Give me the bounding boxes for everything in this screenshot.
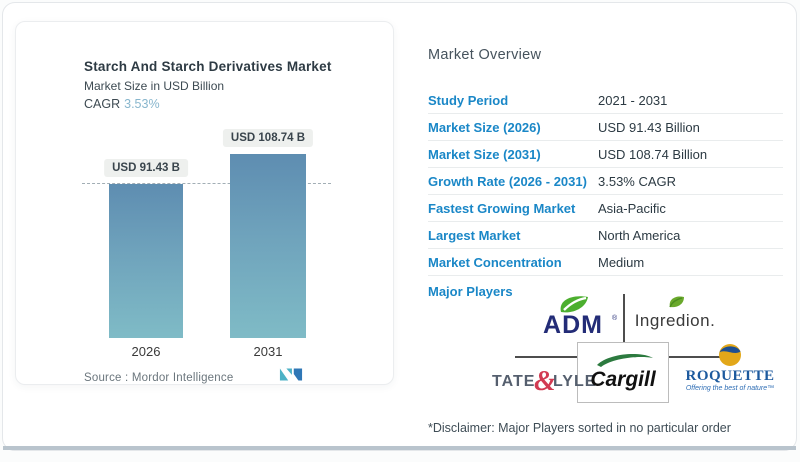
mordor-intelligence-logo-icon	[279, 368, 303, 381]
svg-text:Cargill: Cargill	[590, 368, 657, 391]
bar-chart-plot: USD 91.43 B USD 108.74 B	[16, 22, 393, 338]
table-row: Largest Market North America	[428, 222, 783, 249]
table-row: Market Size (2026) USD 91.43 Billion	[428, 114, 783, 141]
row-label: Market Size (2026)	[428, 119, 541, 135]
svg-text:Ingredion.: Ingredion.	[635, 311, 716, 330]
svg-text:LYLE: LYLE	[553, 373, 596, 390]
overview-table: Study Period 2021 - 2031 Market Size (20…	[428, 87, 783, 276]
cagr-line: CAGR 3.53%	[84, 97, 160, 111]
row-label: Market Size (2031)	[428, 146, 541, 162]
row-label: Market Concentration	[428, 254, 562, 270]
major-players-label: Major Players	[428, 284, 513, 299]
players-vertical-divider	[623, 294, 625, 342]
table-row: Growth Rate (2026 - 2031) 3.53% CAGR	[428, 168, 783, 195]
row-label: Growth Rate (2026 - 2031)	[428, 173, 587, 189]
row-label: Study Period	[428, 92, 509, 108]
ingredion-logo-icon: Ingredion.	[635, 296, 716, 330]
market-size-chart-card: Starch And Starch Derivatives Market Mar…	[15, 21, 394, 385]
svg-text:ROQUETTE: ROQUETTE	[685, 368, 774, 384]
chart-bar	[230, 154, 306, 338]
row-value: USD 91.43 Billion	[598, 119, 700, 135]
table-row: Market Size (2031) USD 108.74 Billion	[428, 141, 783, 168]
row-value: Medium	[598, 254, 645, 270]
row-label: Fastest Growing Market	[428, 200, 576, 216]
bottom-accent-band	[3, 446, 796, 450]
bar-value-badge: USD 91.43 B	[104, 158, 188, 177]
cargill-logo-box	[577, 342, 669, 403]
cagr-value: 3.53%	[124, 97, 160, 111]
tate-lyle-logo-icon: TATE & LYLE	[492, 366, 596, 395]
overview-heading: Market Overview	[428, 47, 542, 63]
table-row: Market Concentration Medium	[428, 249, 783, 276]
table-row: Study Period 2021 - 2031	[428, 87, 783, 114]
roquette-logo-icon: ROQUETTE Offering the best of nature™	[685, 344, 774, 392]
svg-text:®: ®	[612, 314, 618, 322]
cagr-label: CAGR	[84, 97, 121, 111]
svg-text:&: &	[534, 366, 556, 395]
row-value: USD 108.74 Billion	[598, 146, 708, 162]
svg-text:TATE: TATE	[492, 373, 535, 390]
cargill-logo-icon: Cargill	[590, 353, 657, 391]
row-label: Largest Market	[428, 227, 521, 243]
reference-dashed-line	[82, 182, 331, 184]
table-row: Fastest Growing Market Asia-Pacific	[428, 195, 783, 222]
chart-subtitle: Market Size in USD Billion	[84, 79, 225, 93]
x-axis-label: 2026	[131, 344, 161, 359]
svg-text:ADM: ADM	[543, 311, 603, 337]
chart-title: Starch And Starch Derivatives Market	[84, 59, 332, 74]
market-overview-panel: Market Overview Study Period 2021 - 2031…	[428, 3, 783, 462]
row-value: North America	[598, 227, 681, 243]
bar-value-badge: USD 108.74 B	[222, 129, 314, 148]
chart-bar	[109, 183, 183, 338]
row-value: Asia-Pacific	[598, 200, 666, 216]
svg-text:Offering the best of nature™: Offering the best of nature™	[686, 385, 774, 392]
infographic-card: Starch And Starch Derivatives Market Mar…	[2, 2, 797, 451]
row-value: 2021 - 2031	[598, 92, 668, 108]
disclaimer-text: *Disclaimer: Major Players sorted in no …	[428, 421, 731, 435]
adm-logo-icon: ADM ®	[543, 296, 618, 337]
row-value: 3.53% CAGR	[598, 173, 677, 189]
source-attribution: Source : Mordor Intelligence	[84, 372, 234, 384]
x-axis-label: 2031	[253, 344, 283, 359]
